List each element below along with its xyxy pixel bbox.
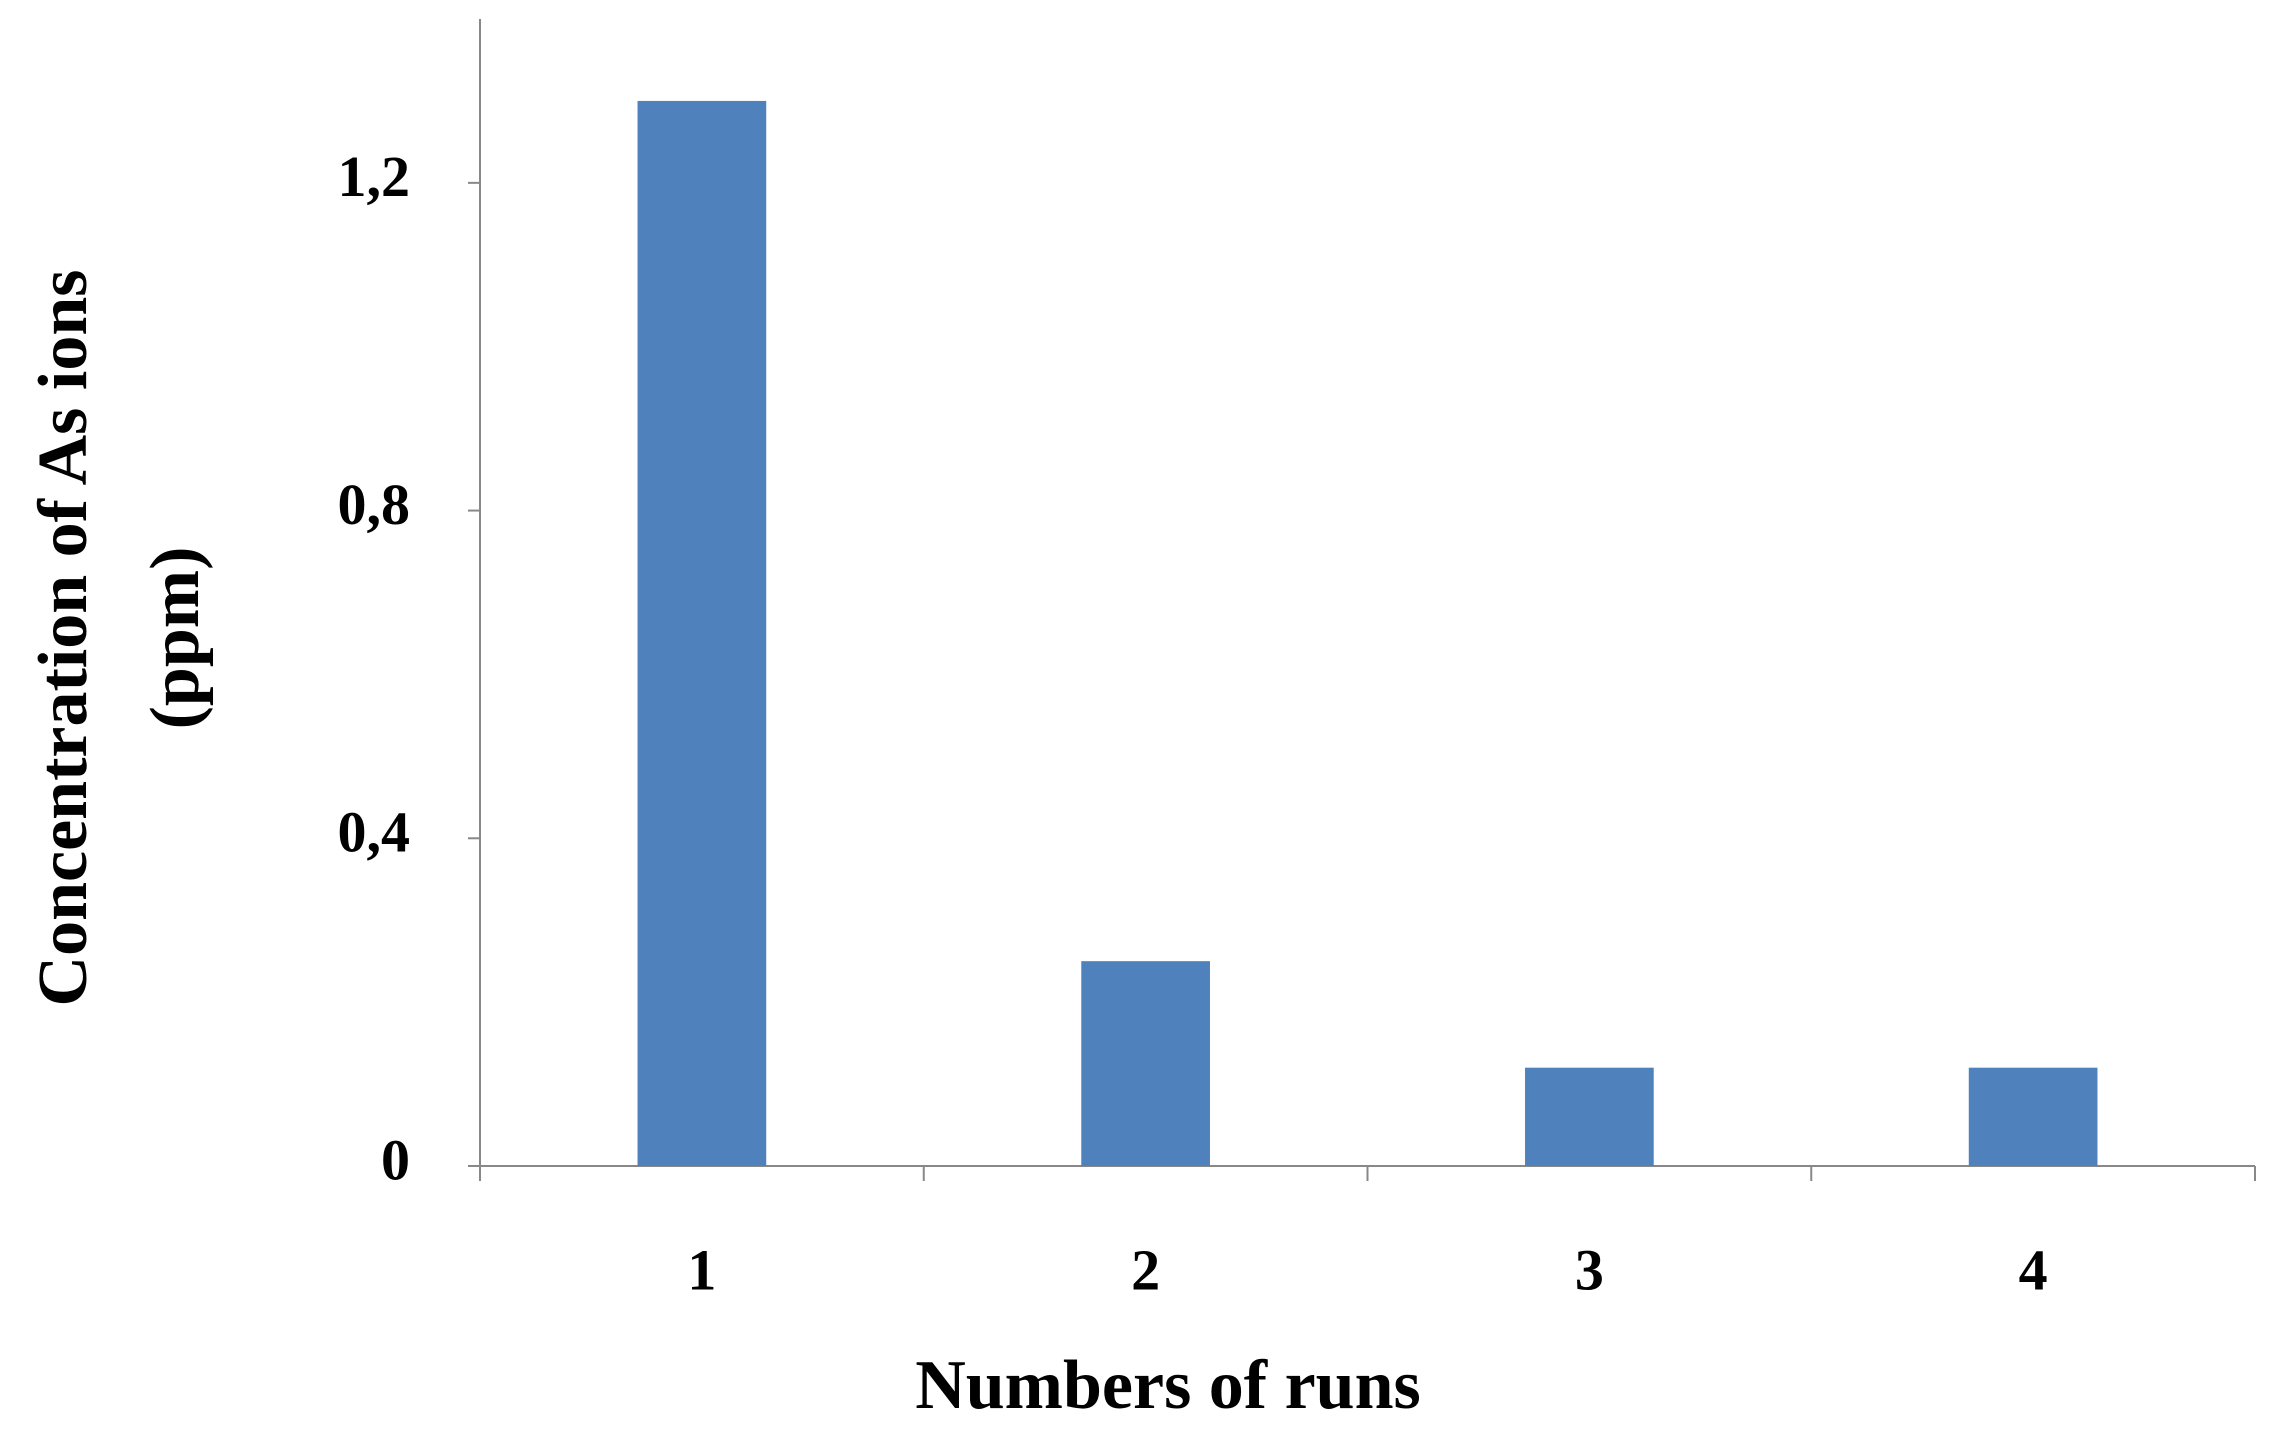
x-axis-title: Numbers of runs <box>915 1347 1421 1424</box>
x-tick-label: 2 <box>1131 1237 1160 1302</box>
y-tick-label: 0 <box>381 1127 410 1192</box>
bar <box>1525 1067 1654 1166</box>
y-axis-title: Concentration of As ions (ppm) <box>25 270 214 1007</box>
bar <box>637 100 767 1166</box>
x-tick-label: 4 <box>2019 1237 2048 1302</box>
bar <box>1968 1067 2098 1166</box>
y-tick-label: 0,8 <box>338 472 411 537</box>
y-tick-label: 0,4 <box>338 800 411 865</box>
x-tick-label: 1 <box>687 1237 716 1302</box>
x-tick-label: 3 <box>1575 1237 1604 1302</box>
y-tick-label: 1,2 <box>338 144 411 209</box>
y-axis-title-line: Concentration of As ions <box>25 270 102 1007</box>
y-axis-title-line: (ppm) <box>137 547 214 730</box>
bar <box>1081 961 1210 1166</box>
